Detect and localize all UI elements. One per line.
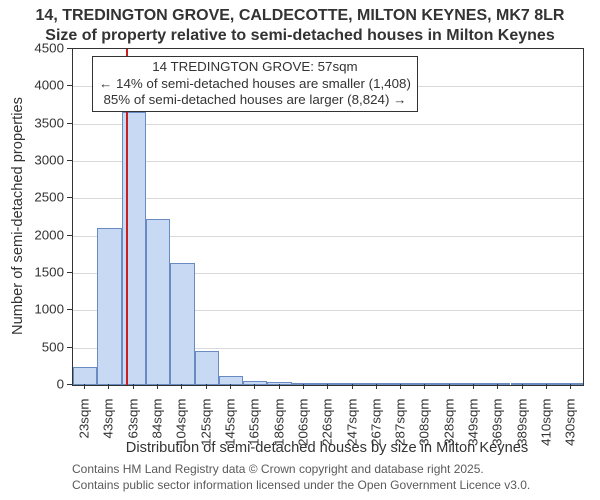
histogram-bar (511, 383, 535, 385)
footer-line-2: Contains public sector information licen… (72, 478, 530, 494)
xtick-mark (230, 384, 231, 389)
xtick-label: 349sqm (466, 399, 481, 449)
xtick-label: 247sqm (344, 399, 359, 449)
xtick-label: 165sqm (247, 399, 262, 449)
gridline (73, 124, 583, 125)
xtick-label: 43sqm (101, 399, 116, 449)
xtick-mark (303, 384, 304, 389)
histogram-bar (559, 383, 583, 385)
xtick-label: 125sqm (198, 399, 213, 449)
ytick-label: 3500 (0, 115, 64, 130)
xtick-label: 267sqm (368, 399, 383, 449)
chart-root: 14, TREDINGTON GROVE, CALDECOTTE, MILTON… (0, 0, 600, 500)
xtick-label: 63sqm (125, 399, 140, 449)
ytick-label: 2500 (0, 190, 64, 205)
xtick-mark (449, 384, 450, 389)
xtick-mark (157, 384, 158, 389)
xtick-mark (473, 384, 474, 389)
xtick-mark (84, 384, 85, 389)
xtick-mark (522, 384, 523, 389)
ytick-mark (67, 160, 72, 161)
histogram-bar (146, 219, 170, 385)
xtick-label: 186sqm (271, 399, 286, 449)
xtick-label: 389sqm (514, 399, 529, 449)
xtick-label: 430sqm (563, 399, 578, 449)
xtick-mark (108, 384, 109, 389)
ytick-label: 4500 (0, 41, 64, 56)
page-title: 14, TREDINGTON GROVE, CALDECOTTE, MILTON… (0, 0, 600, 26)
histogram-bar (340, 383, 364, 385)
xtick-label: 287sqm (393, 399, 408, 449)
ytick-label: 500 (0, 339, 64, 354)
xtick-label: 104sqm (174, 399, 189, 449)
xtick-label: 23sqm (77, 399, 92, 449)
ytick-label: 3000 (0, 153, 64, 168)
ytick-mark (67, 272, 72, 273)
page-subtitle: Size of property relative to semi-detach… (0, 26, 600, 46)
xtick-mark (206, 384, 207, 389)
annotation-box: 14 TREDINGTON GROVE: 57sqm ← 14% of semi… (92, 56, 418, 112)
annotation-line-1: 14 TREDINGTON GROVE: 57sqm (99, 59, 411, 76)
ytick-mark (67, 309, 72, 310)
xtick-mark (254, 384, 255, 389)
histogram-bar (73, 367, 97, 385)
histogram-bar (170, 263, 194, 385)
ytick-label: 1000 (0, 302, 64, 317)
xtick-mark (376, 384, 377, 389)
ytick-mark (67, 235, 72, 236)
histogram-bar (195, 351, 219, 385)
xtick-label: 145sqm (222, 399, 237, 449)
ytick-mark (67, 123, 72, 124)
xtick-mark (352, 384, 353, 389)
xtick-label: 84sqm (150, 399, 165, 449)
ytick-label: 4000 (0, 78, 64, 93)
ytick-label: 0 (0, 377, 64, 392)
annotation-line-2: ← 14% of semi-detached houses are smalle… (99, 76, 411, 93)
xtick-label: 410sqm (538, 399, 553, 449)
y-axis-title: Number of semi-detached properties (10, 48, 26, 384)
xtick-mark (546, 384, 547, 389)
xtick-label: 206sqm (295, 399, 310, 449)
ytick-mark (67, 48, 72, 49)
xtick-label: 308sqm (417, 399, 432, 449)
xtick-mark (133, 384, 134, 389)
xtick-mark (497, 384, 498, 389)
gridline (73, 198, 583, 199)
xtick-mark (424, 384, 425, 389)
footer-line-1: Contains HM Land Registry data © Crown c… (72, 462, 530, 478)
ytick-mark (67, 197, 72, 198)
ytick-mark (67, 85, 72, 86)
xtick-mark (279, 384, 280, 389)
ytick-label: 2000 (0, 227, 64, 242)
ytick-label: 1500 (0, 265, 64, 280)
xtick-mark (570, 384, 571, 389)
gridline (73, 161, 583, 162)
footer-credits: Contains HM Land Registry data © Crown c… (72, 462, 530, 493)
xtick-mark (400, 384, 401, 389)
xtick-label: 328sqm (441, 399, 456, 449)
xtick-label: 226sqm (320, 399, 335, 449)
ytick-mark (67, 347, 72, 348)
xtick-label: 369sqm (490, 399, 505, 449)
xtick-mark (181, 384, 182, 389)
xtick-mark (327, 384, 328, 389)
histogram-bar (292, 383, 316, 385)
annotation-line-3: 85% of semi-detached houses are larger (… (99, 92, 411, 109)
ytick-mark (67, 384, 72, 385)
histogram-bar (97, 228, 121, 385)
